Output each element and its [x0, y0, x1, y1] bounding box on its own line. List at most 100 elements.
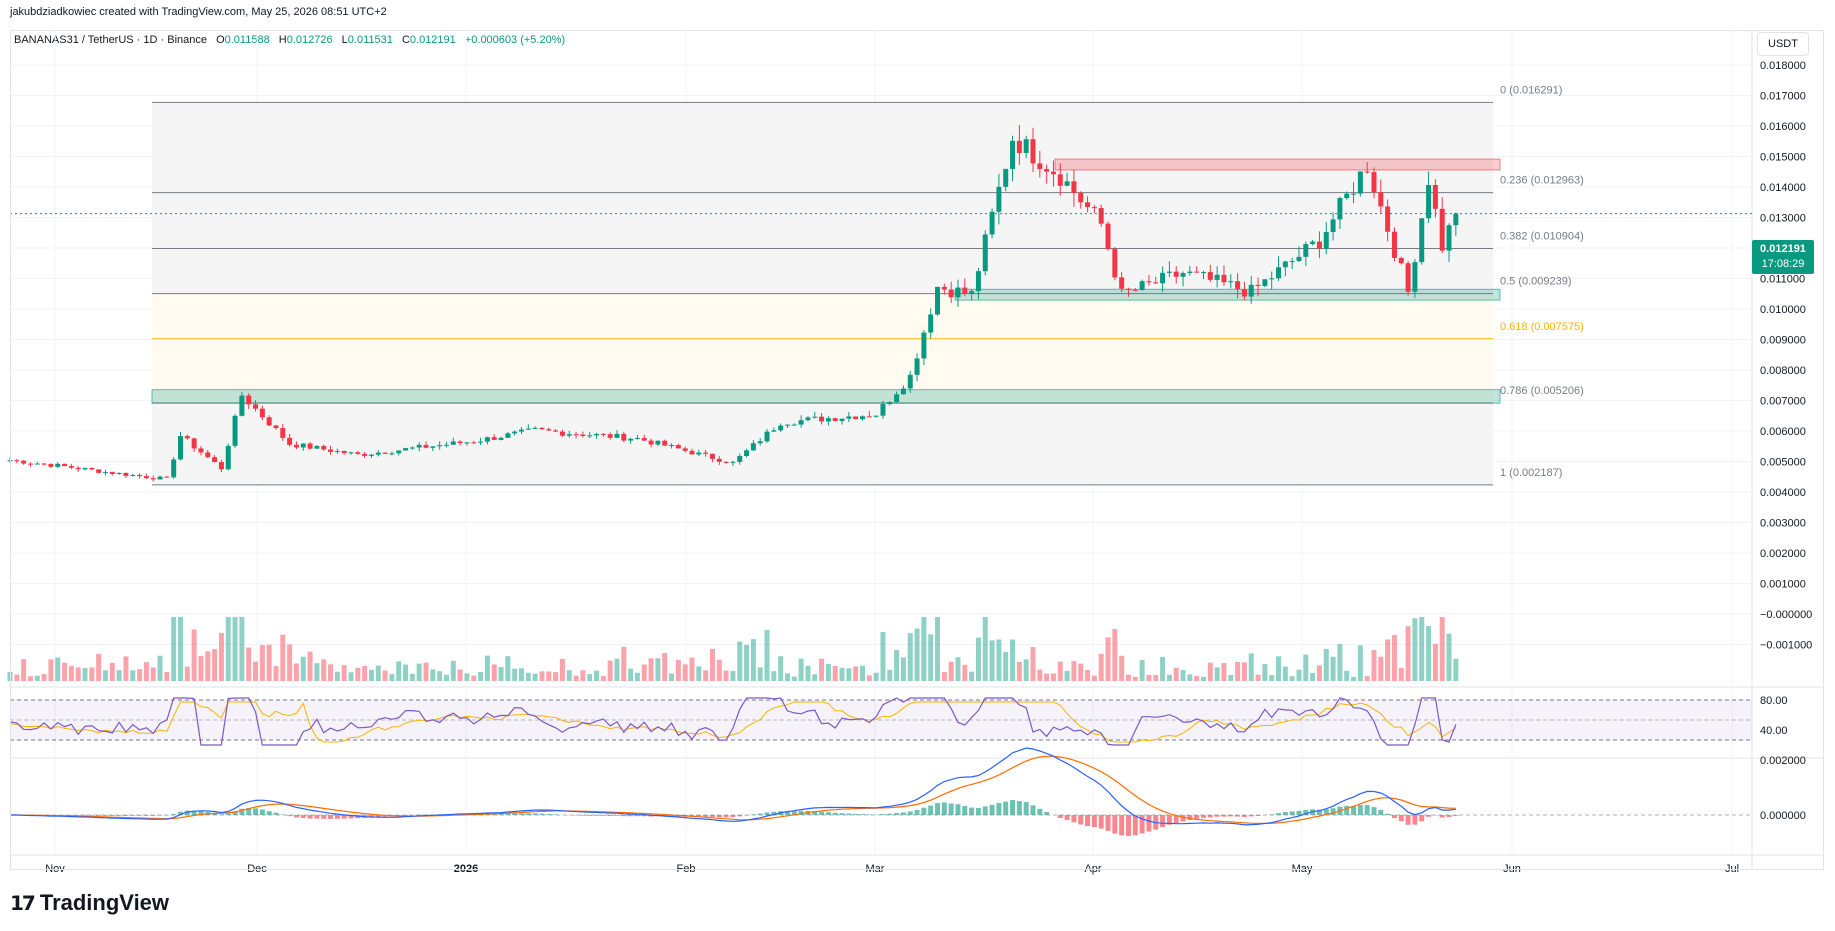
volume-bar	[171, 617, 177, 681]
candle-body	[914, 358, 920, 375]
volume-bar	[866, 675, 872, 681]
macd-histogram-bar	[1187, 815, 1193, 820]
candle-body	[621, 433, 627, 441]
volume-bar	[1187, 674, 1193, 681]
volume-bar	[703, 670, 709, 681]
volume-bar	[662, 653, 668, 681]
macd-histogram-bar	[1160, 815, 1166, 828]
macd-histogram-bar	[1201, 815, 1206, 818]
macd-histogram-bar	[709, 815, 715, 817]
macd-histogram-bar	[232, 811, 238, 815]
candle-body	[130, 475, 136, 477]
volume-bar	[1453, 658, 1459, 681]
candle-body	[1010, 140, 1016, 169]
candle-body	[62, 463, 68, 467]
volume-bar	[164, 672, 170, 681]
macd-histogram-bar	[1398, 815, 1404, 822]
candle-body	[287, 437, 293, 445]
volume-bar	[41, 674, 47, 681]
volume-bar	[273, 666, 279, 681]
volume-bar	[1398, 667, 1404, 681]
candle-body	[1105, 223, 1111, 250]
candle-body	[1071, 181, 1077, 193]
macd-histogram-bar	[716, 815, 722, 818]
volume-bar	[1391, 635, 1397, 681]
volume-bar	[1214, 667, 1220, 681]
macd-histogram-bar	[1207, 815, 1213, 818]
macd-histogram-bar	[96, 815, 102, 816]
macd-histogram-bar	[280, 814, 286, 815]
candle-body	[539, 427, 545, 430]
macd-histogram-bar	[860, 814, 865, 815]
volume-bar	[21, 659, 27, 681]
volume-bar	[1153, 675, 1159, 681]
macd-histogram-bar	[866, 814, 872, 815]
time-axis-label: Jun	[1503, 863, 1521, 875]
macd-histogram-bar	[955, 804, 961, 815]
macd-histogram-bar	[184, 810, 190, 815]
macd-histogram-bar	[375, 815, 381, 818]
price-axis-label: 0.002000	[1760, 548, 1806, 560]
macd-histogram-bar	[1023, 801, 1029, 815]
macd-histogram-bar	[614, 815, 620, 816]
volume-bar	[914, 628, 920, 681]
volume-bar	[948, 661, 954, 681]
macd-histogram-bar	[798, 810, 804, 815]
macd-histogram-bar	[259, 809, 265, 815]
volume-bar	[628, 668, 634, 681]
tradingview-logo[interactable]: 𝟭𝟳 TradingView	[10, 890, 169, 916]
macd-histogram-bar	[1323, 809, 1329, 815]
currency-unit-button[interactable]: USDT	[1757, 32, 1809, 56]
candle-body	[464, 442, 470, 444]
volume-bar	[505, 656, 511, 681]
volume-bar	[982, 617, 988, 681]
price-axis-label: 0.004000	[1760, 487, 1806, 499]
macd-histogram-bar	[368, 815, 374, 818]
volume-bar	[205, 651, 211, 681]
open-label: O	[216, 34, 225, 46]
macd-histogram-bar	[1016, 801, 1022, 815]
candle-body	[239, 395, 245, 416]
candle-body	[505, 433, 511, 438]
macd-histogram-bar	[1098, 815, 1104, 829]
macd-histogram-bar	[328, 815, 334, 819]
volume-bar	[1207, 662, 1213, 681]
macd-histogram-bar	[832, 812, 838, 815]
volume-bar	[443, 674, 449, 681]
candle-body	[143, 476, 149, 479]
volume-bar	[396, 661, 402, 681]
volume-bar	[1091, 675, 1097, 681]
macd-histogram-bar	[1228, 815, 1234, 817]
candle-body	[437, 445, 443, 447]
price-axis-label: 0.013000	[1760, 213, 1806, 225]
candle-body	[1214, 274, 1220, 280]
volume-bar	[7, 671, 13, 681]
candle-body	[839, 418, 845, 421]
volume-bar	[607, 660, 613, 681]
volume-bar	[805, 665, 811, 681]
macd-histogram-bar	[757, 813, 763, 815]
volume-bar	[928, 634, 934, 681]
volume-bar	[580, 670, 586, 681]
candle-body	[300, 443, 306, 448]
candle-body	[969, 291, 975, 294]
macd-histogram-bar	[539, 813, 545, 815]
candle-body	[1139, 281, 1145, 290]
candle-body	[1432, 185, 1438, 209]
macd-histogram-bar	[1303, 809, 1309, 815]
candle-body	[368, 454, 374, 456]
candle-body	[546, 429, 552, 431]
volume-bar	[894, 649, 900, 681]
candle-body	[150, 478, 156, 480]
candle-body	[580, 434, 586, 437]
symbol-title[interactable]: BANANAS31 / TetherUS · 1D · Binance	[14, 34, 207, 46]
candle-body	[89, 467, 95, 470]
candle-body	[1344, 193, 1350, 199]
candle-body	[68, 466, 74, 468]
macd-axis-label: 0.000000	[1760, 810, 1806, 822]
volume-bar	[382, 670, 388, 681]
macd-histogram-bar	[212, 813, 218, 815]
volume-bar	[491, 664, 497, 681]
volume-bar	[27, 676, 33, 681]
